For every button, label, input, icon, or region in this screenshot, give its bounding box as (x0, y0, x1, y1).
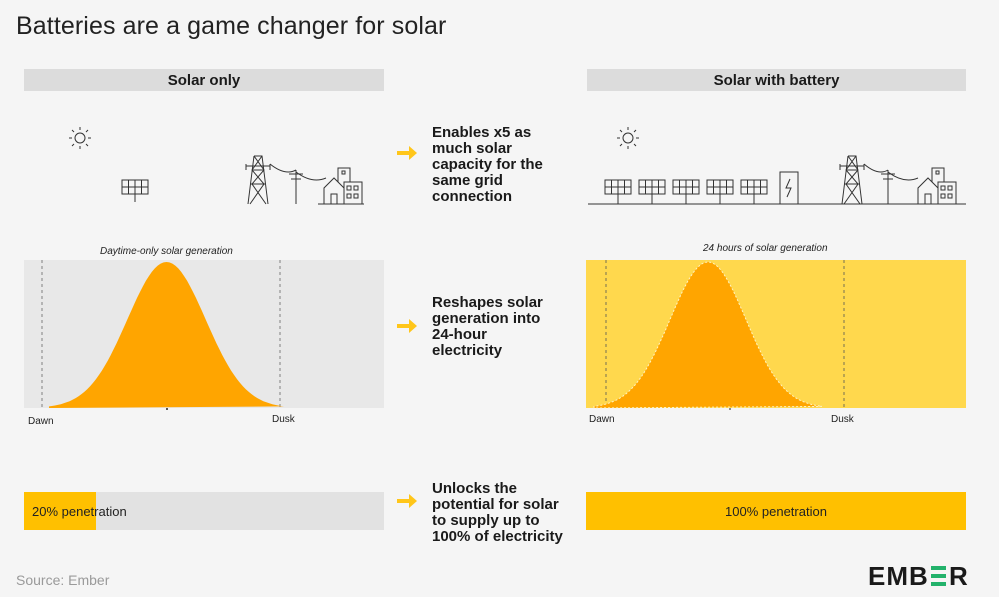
solar-panel-icon (672, 179, 700, 204)
source-note: Source: Ember (16, 572, 110, 588)
right-penetration-bar: 100% penetration (586, 492, 966, 530)
right-penetration-fill (586, 492, 966, 530)
left-penetration-label: 20% penetration (32, 503, 127, 519)
right-penetration-label: 100% penetration (725, 503, 827, 519)
24h-generation-chart (586, 260, 966, 410)
benefit-24-hour: Reshapes solar generation into 24-hour e… (432, 294, 543, 359)
ember-logo: EMB R (868, 562, 968, 590)
sun-icon (69, 127, 91, 149)
sun-icon (617, 127, 639, 149)
solar-panel-icon (638, 179, 666, 204)
right-dawn-label: Dawn (589, 414, 615, 425)
solar-panel-icon (706, 179, 734, 204)
right-dusk-label: Dusk (831, 414, 854, 425)
benefit-penetration: Unlocks the potential for solar to suppl… (432, 480, 563, 545)
svg-text:EMB: EMB (868, 562, 929, 590)
arrow-right-icon (397, 494, 417, 508)
solar-panel-icon (740, 179, 768, 204)
arrow-right-icon (397, 319, 417, 333)
left-dawn-label: Dawn (28, 416, 54, 427)
houses-icon (917, 167, 957, 205)
left-penetration-fill (24, 492, 96, 530)
transmission-tower-icon (839, 155, 865, 205)
solar-only-header: Solar only (24, 69, 384, 91)
ember-logo-e-mark (931, 566, 946, 586)
solar-battery-header: Solar with battery (587, 69, 966, 91)
houses-icon (318, 167, 364, 205)
battery-icon (779, 171, 799, 205)
page-title: Batteries are a game changer for solar (16, 12, 447, 40)
utility-pole-icon (289, 170, 303, 204)
solar-generation-curve (49, 262, 284, 408)
daytime-generation-chart (24, 260, 384, 410)
solar-only-illustration (69, 127, 364, 205)
benefit-grid-capacity: Enables x5 as much solar capacity for th… (432, 124, 543, 205)
solar-panel-icon (121, 179, 149, 202)
solar-battery-illustration (588, 127, 966, 205)
left-dusk-label: Dusk (272, 414, 295, 425)
svg-text:R: R (949, 562, 968, 590)
left-penetration-bar: 20% penetration (24, 492, 384, 530)
solar-generation-curve (593, 261, 823, 409)
arrow-right-icon (397, 146, 417, 160)
right-curve-caption: 24 hours of solar generation (703, 243, 828, 254)
solar-panel-icon (604, 179, 632, 204)
left-curve-caption: Daytime-only solar generation (100, 246, 233, 257)
utility-pole-icon (881, 170, 895, 204)
transmission-tower-icon (245, 155, 271, 205)
